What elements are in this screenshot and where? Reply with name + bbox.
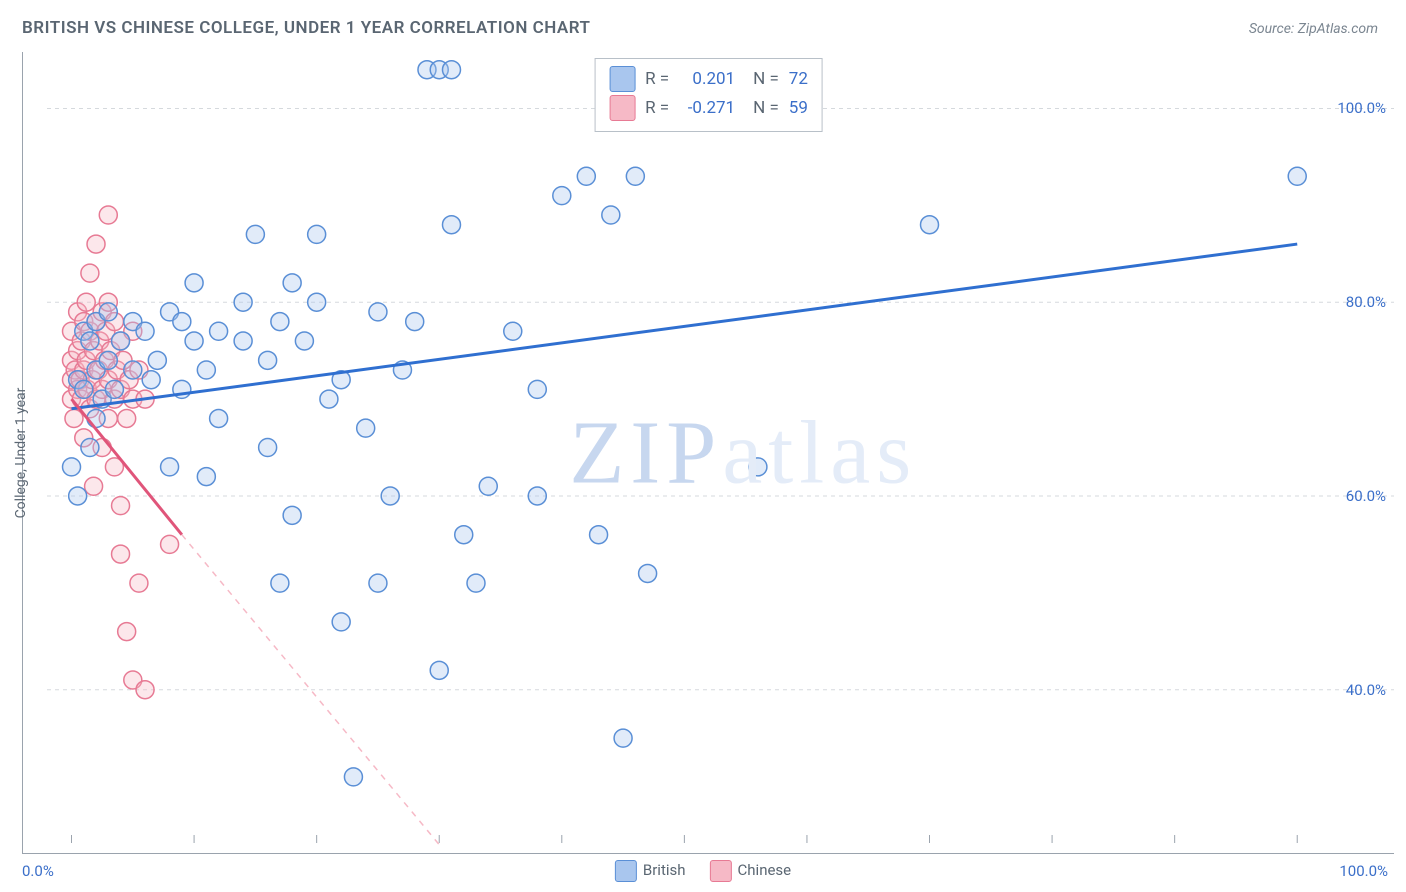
legend-r-label: R = <box>645 65 669 94</box>
legend-n-british: 72 <box>789 65 808 94</box>
series-legend: British Chinese <box>615 860 791 882</box>
legend-n-chinese: 59 <box>789 94 808 123</box>
correlation-legend: R = 0.201 N = 72 R = -0.271 N = 59 <box>594 58 823 132</box>
legend-n-label-2: N = <box>753 94 779 123</box>
x-axis-min-label: 0.0% <box>22 862 54 880</box>
source-prefix: Source: <box>1249 21 1298 37</box>
y-tick-label: 60.0% <box>1346 487 1386 505</box>
legend-item-chinese: Chinese <box>710 860 792 882</box>
swatch-chinese <box>710 860 732 882</box>
series-label-chinese: Chinese <box>738 861 792 879</box>
y-tick-label: 100.0% <box>1337 99 1386 117</box>
legend-swatch-chinese <box>609 95 635 121</box>
y-tick-label: 80.0% <box>1346 293 1386 311</box>
series-label-british: British <box>643 861 686 879</box>
legend-r-chinese: -0.271 <box>679 94 735 123</box>
legend-item-british: British <box>615 860 686 882</box>
chart-title: BRITISH VS CHINESE COLLEGE, UNDER 1 YEAR… <box>22 18 590 38</box>
legend-r-label-2: R = <box>645 94 669 123</box>
source-name: ZipAtlas.com <box>1298 21 1378 37</box>
swatch-british <box>615 860 637 882</box>
legend-r-british: 0.201 <box>679 65 735 94</box>
legend-row-british: R = 0.201 N = 72 <box>609 65 808 94</box>
y-tick-label: 40.0% <box>1346 681 1386 699</box>
scatter-chart-svg <box>23 52 1394 853</box>
legend-n-label: N = <box>753 65 779 94</box>
legend-row-chinese: R = -0.271 N = 59 <box>609 94 808 123</box>
chart-area: College, Under 1 year ZIPatlas R = 0.201… <box>22 52 1394 854</box>
chart-header: BRITISH VS CHINESE COLLEGE, UNDER 1 YEAR… <box>0 0 1406 46</box>
x-axis-max-label: 100.0% <box>1339 862 1388 880</box>
legend-swatch-british <box>609 66 635 92</box>
source-attribution: Source: ZipAtlas.com <box>1249 21 1378 37</box>
